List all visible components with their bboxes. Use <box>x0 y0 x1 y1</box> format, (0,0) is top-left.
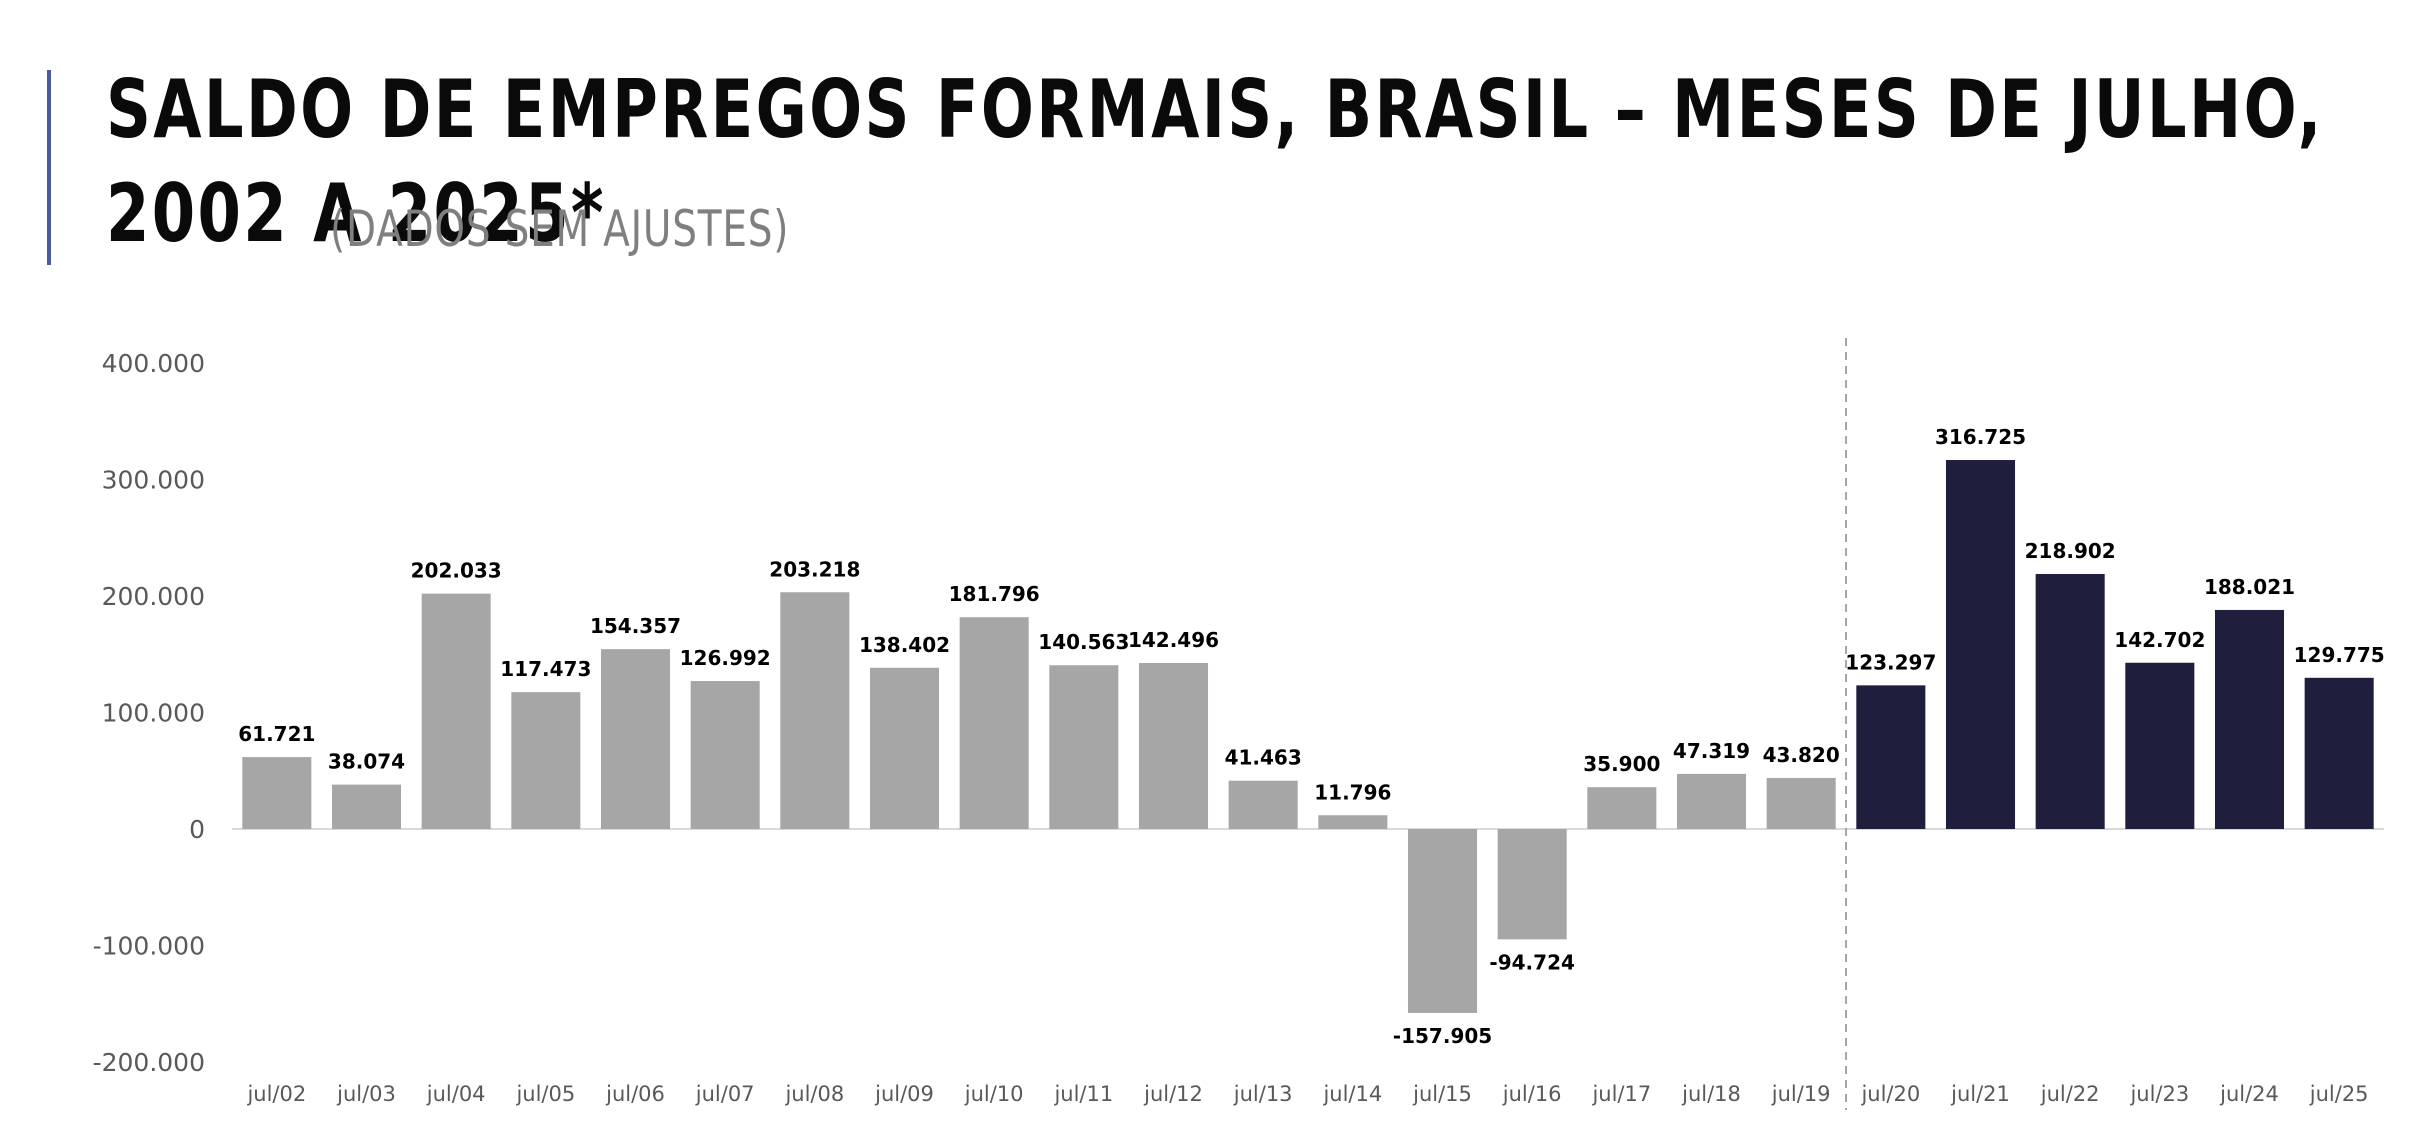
bar-jul-04 <box>421 593 491 829</box>
data-label: -94.724 <box>1489 950 1574 974</box>
data-label: 316.725 <box>1935 425 2026 449</box>
x-tick-label: jul/11 <box>1053 1082 1113 1106</box>
bar-jul-09 <box>869 667 940 829</box>
x-tick-label: jul/24 <box>2219 1082 2279 1106</box>
bar-jul-08 <box>780 592 850 829</box>
chart-title-main: SALDO DE EMPREGOS FORMAIS, BRASIL – MESE… <box>106 63 2324 260</box>
y-tick-label: 200.000 <box>102 582 205 611</box>
data-label: 181.796 <box>949 582 1040 606</box>
bar-jul-22 <box>2035 573 2105 829</box>
data-label: 202.033 <box>411 559 502 583</box>
x-tick-label: jul/10 <box>964 1082 1024 1106</box>
data-label: -157.905 <box>1393 1024 1492 1048</box>
chart-subtitle: (DADOS SEM AJUSTES) <box>330 200 790 258</box>
y-tick-label: -100.000 <box>93 932 205 961</box>
data-label: 43.820 <box>1763 743 1840 767</box>
data-label: 38.074 <box>328 750 405 774</box>
data-label: 11.796 <box>1314 780 1391 804</box>
x-tick-label: jul/04 <box>426 1082 486 1106</box>
x-tick-label: jul/21 <box>1950 1082 2010 1106</box>
data-label: 218.902 <box>2025 539 2116 563</box>
bar-jul-07 <box>690 681 760 829</box>
x-tick-label: jul/15 <box>1412 1082 1472 1106</box>
data-label: 142.496 <box>1128 628 1219 652</box>
x-tick-label: jul/20 <box>1860 1082 1920 1106</box>
x-tick-label: jul/17 <box>1591 1082 1651 1106</box>
bar-jul-12 <box>1138 662 1209 829</box>
bar-jul-13 <box>1228 780 1298 829</box>
x-tick-label: jul/23 <box>2129 1082 2189 1106</box>
x-axis: jul/02 jul/03 jul/04 jul/05 jul/06 jul/07 jul/… <box>246 1082 2368 1106</box>
bar-jul-19 <box>1766 777 1836 829</box>
x-tick-label: jul/18 <box>1681 1082 1741 1106</box>
data-label: 188.021 <box>2204 575 2295 599</box>
x-tick-label: jul/19 <box>1771 1082 1831 1106</box>
x-tick-label: jul/03 <box>336 1082 396 1106</box>
y-axis: 400.000 300.000 200.000 100.000 0 -100.000 -20… <box>93 349 2384 1077</box>
bar-jul-17 <box>1587 787 1657 829</box>
y-tick-label: 300.000 <box>102 466 205 495</box>
x-tick-label: jul/06 <box>605 1082 665 1106</box>
data-label: 117.473 <box>500 657 591 681</box>
bar-jul-23 <box>2125 662 2195 829</box>
bar-jul-16 <box>1497 829 1567 940</box>
x-tick-label: jul/12 <box>1143 1082 1203 1106</box>
bar-jul-15 <box>1407 829 1478 1013</box>
data-label: 41.463 <box>1225 746 1302 770</box>
bar-jul-20 <box>1856 685 1926 829</box>
data-label: 123.297 <box>1845 650 1936 674</box>
bar-jul-02 <box>242 757 312 829</box>
x-tick-label: jul/05 <box>515 1082 575 1106</box>
data-label: 203.218 <box>769 557 860 581</box>
data-label: 61.721 <box>238 722 315 746</box>
x-tick-label: jul/08 <box>784 1082 844 1106</box>
x-tick-label: jul/09 <box>874 1082 934 1106</box>
data-label: 129.775 <box>2294 643 2385 667</box>
x-tick-label: jul/02 <box>246 1082 306 1106</box>
bar-jul-10 <box>959 617 1029 829</box>
data-label: 140.563 <box>1038 630 1129 654</box>
data-labels: 61.721 38.074 202.033 117.473 154.357 126.992… <box>238 425 2384 1048</box>
y-tick-label: 400.000 <box>102 349 205 378</box>
bar-jul-18 <box>1676 773 1747 829</box>
x-tick-label: jul/13 <box>1233 1082 1293 1106</box>
bar-jul-25 <box>2304 677 2374 829</box>
bar-jul-24 <box>2214 609 2285 829</box>
data-label: 47.319 <box>1673 739 1750 763</box>
data-label: 154.357 <box>590 614 681 638</box>
bar-jul-03 <box>331 784 402 829</box>
data-label: 126.992 <box>680 646 771 670</box>
y-tick-label: 100.000 <box>102 699 205 728</box>
data-label: 35.900 <box>1583 752 1660 776</box>
bar-jul-06 <box>600 649 671 829</box>
bar-jul-21 <box>1945 460 2016 829</box>
x-tick-label: jul/22 <box>2040 1082 2100 1106</box>
y-tick-label: -200.000 <box>93 1048 205 1077</box>
chart-title: SALDO DE EMPREGOS FORMAIS, BRASIL – MESE… <box>106 58 2376 266</box>
bar-jul-05 <box>511 692 581 829</box>
x-tick-label: jul/07 <box>695 1082 755 1106</box>
data-label: 138.402 <box>859 633 950 657</box>
x-tick-label: jul/16 <box>1502 1082 1562 1106</box>
data-label: 142.702 <box>2114 628 2205 652</box>
bars <box>242 338 2374 1110</box>
y-tick-label: 0 <box>189 815 205 844</box>
bar-jul-11 <box>1049 665 1119 829</box>
bar-jul-14 <box>1318 815 1388 829</box>
x-tick-label: jul/14 <box>1322 1082 1382 1106</box>
x-tick-label: jul/25 <box>2309 1082 2369 1106</box>
title-accent-bar <box>47 70 51 265</box>
